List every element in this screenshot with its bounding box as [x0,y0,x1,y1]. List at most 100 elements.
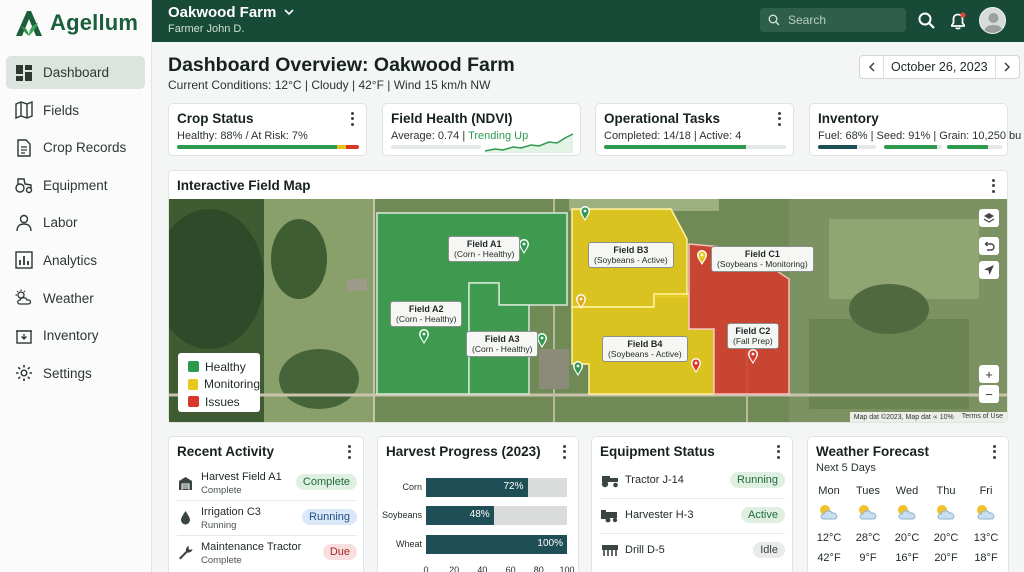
map-pin-icon[interactable] [747,348,759,365]
legend-swatch [188,396,199,408]
farm-selector[interactable]: Oakwood Farm [168,4,294,21]
list-item[interactable]: Harvest Field A1 Complete Complete [177,468,357,501]
app-logo[interactable]: Agellum [14,8,138,38]
terms-link[interactable]: Terms of Use [961,413,1003,420]
search-icon[interactable] [917,11,937,31]
bell-icon[interactable] [948,11,968,31]
partly-cloudy-icon [820,505,838,520]
field-label-c1[interactable]: Field C1 (Soybeans - Monitoring) [711,246,814,272]
map-icon [15,101,33,120]
field-label-b3[interactable]: Field B3 (Soybeans - Active) [588,242,674,268]
map-pin-icon[interactable] [575,293,587,310]
map-pin-icon[interactable] [572,360,584,377]
map-pin-icon[interactable] [518,238,530,255]
avatar[interactable] [979,7,1006,34]
field-name: Field A1 [466,239,502,249]
document-icon [17,138,31,157]
zoom-in-button[interactable]: + [979,365,999,383]
water-drop-icon [181,511,190,525]
sidebar-item-inventory[interactable]: Inventory [6,319,145,352]
card-title: Equipment Status [600,444,715,459]
chart-data-label: 72% [503,481,524,492]
inventory-text: Fuel: 68% | Seed: 91% | Grain: 10,250 bu [818,130,1022,142]
field-status: (Soybeans - Monitoring) [717,259,808,269]
person-icon [16,214,32,231]
field-status: (Corn - Healthy) [472,344,533,354]
chart-bar[interactable]: 72% [426,478,528,497]
locate-button[interactable] [979,261,999,279]
list-item[interactable]: Harvester H-3 Active [600,499,785,534]
more-options-icon[interactable] [347,111,357,127]
layers-icon [983,213,995,223]
field-map[interactable]: Field A1 (Corn - Healthy) Field A2 (Corn -… [169,199,1007,422]
sidebar-item-label: Analytics [43,252,98,268]
satellite-map[interactable] [169,199,1007,422]
list-item[interactable]: Irrigation C3 Running Running [177,503,357,536]
field-label-b4[interactable]: Field B4 (Soybeans - Active) [602,336,688,362]
current-date[interactable]: October 26, 2023 [883,56,996,78]
sidebar-item-labor[interactable]: Labor [6,206,145,239]
farm-name: Oakwood Farm [168,4,277,21]
forecast-high: 28°C [855,532,881,544]
status-badge: Running [302,509,357,525]
more-options-icon[interactable] [773,444,783,460]
list-item[interactable]: Drill D-5 Idle [600,534,785,569]
field-label-a3[interactable]: Field A3 (Corn - Healthy) [466,331,539,357]
chart-category-label: Wheat [395,539,422,549]
chart-bar-track: 100% [426,535,567,554]
dashboard-icon [16,64,32,81]
layers-button[interactable] [979,209,999,227]
more-options-icon[interactable] [559,444,569,460]
map-pin-icon[interactable] [579,205,591,222]
field-name: Field C2 [735,326,771,336]
more-options-icon[interactable] [774,111,784,127]
search-box[interactable] [760,8,906,32]
activity-name: Irrigation C3 [201,506,261,518]
weather-icon [15,289,32,305]
legend-label: Healthy [205,359,246,374]
chart-tick-label: 100 [559,565,575,572]
reset-view-button[interactable] [979,237,999,255]
more-options-icon[interactable] [344,444,354,460]
next-date-button[interactable] [996,56,1019,78]
map-pin-icon[interactable] [418,328,430,345]
sidebar-item-fields[interactable]: Fields [6,94,145,127]
legend-swatch [188,378,198,390]
card-title: Operational Tasks [604,111,721,126]
map-pin-icon[interactable] [536,332,548,349]
field-label-a2[interactable]: Field A2 (Corn - Healthy) [390,301,463,327]
map-pin-icon[interactable] [696,249,708,266]
partly-cloudy-icon [937,505,955,520]
field-status: (Corn - Healthy) [396,314,457,324]
forecast-day: Tues 28°C 9°F [850,485,886,564]
partly-cloudy-icon [977,505,995,520]
sidebar-item-crop-records[interactable]: Crop Records [6,131,145,164]
zoom-out-button[interactable]: − [979,385,999,403]
chart-bar[interactable]: 48% [426,506,494,525]
chart-category-label: Soybeans [381,510,422,520]
previous-date-button[interactable] [860,56,883,78]
crop-status-bar [177,145,359,149]
more-options-icon[interactable] [989,444,999,460]
map-pin-icon[interactable] [690,357,702,374]
chart-bar[interactable]: 100% [426,535,567,554]
list-item[interactable]: Tractor J-14 Running [600,464,785,499]
sidebar-item-dashboard[interactable]: Dashboard [6,56,145,89]
chart-tick-label: 40 [477,565,488,572]
crop-risk-fill [346,145,359,149]
weather-subtitle: Next 5 Days [816,462,876,474]
list-item[interactable]: Maintenance Tractor Complete Due [177,538,357,571]
sidebar-item-weather[interactable]: Weather [6,282,145,315]
more-options-icon[interactable] [988,178,998,194]
field-label-a1[interactable]: Field A1 (Corn - Healthy) [448,236,521,262]
sidebar-item-equipment[interactable]: Equipment [6,169,145,202]
search-input[interactable] [788,13,898,27]
sidebar-item-settings[interactable]: Settings [6,357,145,390]
avatar-icon [983,13,1004,33]
gear-icon [16,365,32,382]
tasks-fill [604,145,746,149]
top-bar: Oakwood Farm Farmer John D. [152,0,1024,42]
field-name: Field B3 [613,245,649,255]
sidebar-item-analytics[interactable]: Analytics [6,244,145,277]
field-label-c2[interactable]: Field C2 (Fall Prep) [727,323,779,349]
